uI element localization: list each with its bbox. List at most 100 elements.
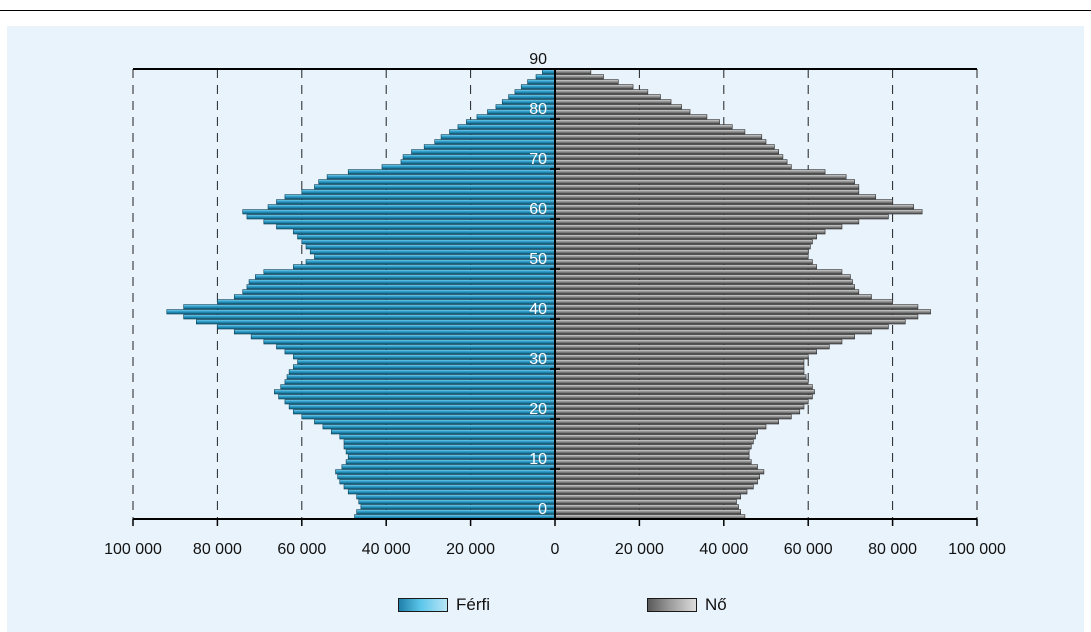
- female-bar: [554, 139, 767, 145]
- female-bar: [554, 349, 817, 355]
- male-bar: [278, 394, 556, 400]
- female-bar: [554, 444, 752, 450]
- legend-swatch-male: [398, 598, 448, 612]
- male-bar: [276, 199, 556, 205]
- female-bar: [554, 459, 752, 465]
- female-bar: [554, 249, 809, 255]
- female-bar: [554, 84, 634, 90]
- female-bar: [554, 194, 877, 200]
- male-bar: [341, 464, 556, 470]
- female-bar: [554, 329, 872, 335]
- female-bar: [554, 474, 760, 480]
- male-bar: [246, 284, 556, 290]
- male-bar: [293, 364, 556, 370]
- female-bar: [554, 129, 746, 135]
- male-bar: [527, 79, 556, 85]
- female-bar: [554, 114, 708, 120]
- female-bar: [554, 299, 893, 305]
- female-bar: [554, 179, 855, 185]
- male-bar: [343, 444, 556, 450]
- axis-layer: 100 000 80 000 60 000 40 000 20 000 0 20 000 40…: [104, 51, 1006, 558]
- female-bar: [554, 259, 813, 265]
- male-bar: [343, 439, 556, 445]
- female-bar: [554, 234, 817, 240]
- male-bar: [284, 349, 556, 355]
- male-bar: [326, 174, 556, 180]
- female-bar: [554, 254, 809, 260]
- female-bar: [554, 199, 893, 205]
- female-bar: [554, 144, 775, 150]
- male-bar: [263, 269, 556, 275]
- female-bar: [554, 244, 811, 250]
- y-tick-label: 80: [529, 101, 547, 118]
- x-tick-label: 60 000: [784, 541, 833, 558]
- female-bar: [554, 214, 889, 220]
- x-tick-label: 100 000: [948, 541, 1006, 558]
- female-bar: [554, 74, 604, 80]
- male-bar: [343, 484, 556, 490]
- male-bar: [280, 384, 556, 390]
- female-bar: [554, 374, 807, 380]
- male-bar: [196, 319, 556, 325]
- male-bar: [345, 459, 556, 465]
- male-bar: [457, 124, 556, 130]
- x-tick-label: 20 000: [446, 541, 495, 558]
- female-bar: [554, 294, 872, 300]
- female-bar: [554, 89, 649, 95]
- female-bar: [554, 154, 784, 160]
- x-tick-label: 20 000: [615, 541, 664, 558]
- female-bar: [554, 79, 619, 85]
- male-bar: [301, 189, 556, 195]
- top-rule: [0, 10, 1091, 11]
- female-bar: [554, 394, 813, 400]
- male-bar: [347, 169, 556, 175]
- female-bar: [554, 109, 691, 115]
- male-bar: [347, 454, 556, 460]
- female-bar: [554, 364, 805, 370]
- y-tick-label: 70: [529, 151, 547, 168]
- legend-item-female: Nő: [647, 595, 727, 614]
- x-tick-label: 0: [551, 541, 560, 558]
- male-bar: [183, 304, 556, 310]
- male-bar: [217, 324, 556, 330]
- female-bar: [554, 404, 805, 410]
- x-tick-label: 40 000: [362, 541, 411, 558]
- female-bar: [554, 239, 813, 245]
- male-bar: [255, 274, 556, 280]
- legend-item-male: Férfi: [398, 595, 490, 614]
- female-bar: [554, 304, 919, 310]
- male-bar: [356, 509, 556, 515]
- female-bar: [554, 149, 779, 155]
- male-bar: [293, 409, 556, 415]
- female-bar: [554, 164, 792, 170]
- female-bar: [554, 69, 592, 75]
- male-bar: [301, 239, 556, 245]
- female-bar: [554, 159, 788, 165]
- male-bar: [293, 264, 556, 270]
- male-bar: [337, 474, 556, 480]
- male-bar: [314, 419, 556, 425]
- female-bar: [554, 509, 741, 515]
- female-bar: [554, 359, 805, 365]
- x-tick-label: 80 000: [868, 541, 917, 558]
- female-bar: [554, 229, 826, 235]
- legend-swatch-female: [647, 598, 697, 612]
- bars-layer: [166, 69, 931, 520]
- female-bar: [554, 414, 792, 420]
- male-bar: [358, 499, 556, 505]
- male-bar: [339, 434, 556, 440]
- male-bar: [466, 119, 556, 125]
- male-bar: [248, 279, 556, 285]
- male-bar: [233, 294, 556, 300]
- female-bar: [554, 389, 815, 395]
- female-bar: [554, 334, 855, 340]
- female-bar: [554, 424, 767, 430]
- male-bar: [297, 234, 556, 240]
- male-bar: [535, 74, 556, 80]
- male-bar: [263, 339, 556, 345]
- male-bar: [423, 144, 556, 150]
- male-bar: [274, 389, 556, 395]
- male-bar: [331, 429, 556, 435]
- male-bar: [514, 89, 556, 95]
- female-bar: [554, 384, 813, 390]
